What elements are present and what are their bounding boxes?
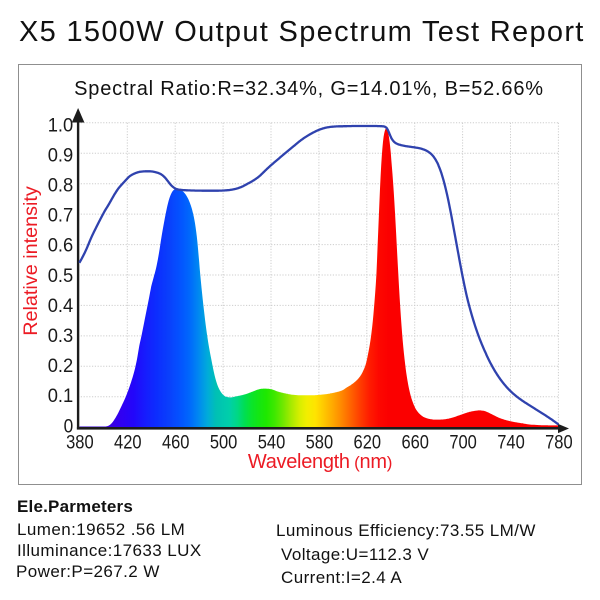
svg-text:380: 380 (66, 433, 94, 454)
svg-text:740: 740 (497, 433, 525, 454)
svg-text:500: 500 (210, 433, 238, 454)
svg-text:0.4: 0.4 (48, 296, 74, 317)
svg-text:460: 460 (162, 433, 190, 454)
svg-text:0.8: 0.8 (48, 176, 74, 197)
svg-text:420: 420 (114, 433, 142, 454)
svg-text:700: 700 (449, 433, 477, 454)
svg-text:0.7: 0.7 (48, 206, 74, 227)
svg-text:0.5: 0.5 (48, 266, 74, 287)
svg-text:0.9: 0.9 (48, 145, 74, 166)
svg-text:1.0: 1.0 (48, 115, 74, 136)
svg-text:Wavelength (nm): Wavelength (nm) (248, 451, 392, 473)
svg-text:0.1: 0.1 (48, 386, 74, 407)
svg-text:0: 0 (64, 416, 74, 437)
svg-text:0.6: 0.6 (48, 236, 74, 257)
svg-text:580: 580 (306, 433, 334, 454)
svg-text:540: 540 (258, 433, 286, 454)
svg-text:Relative intensity: Relative intensity (20, 186, 42, 336)
svg-text:0.3: 0.3 (48, 326, 74, 347)
svg-text:620: 620 (354, 433, 382, 454)
svg-text:0.2: 0.2 (48, 356, 74, 377)
svg-text:780: 780 (545, 433, 573, 454)
svg-text:660: 660 (401, 433, 429, 454)
